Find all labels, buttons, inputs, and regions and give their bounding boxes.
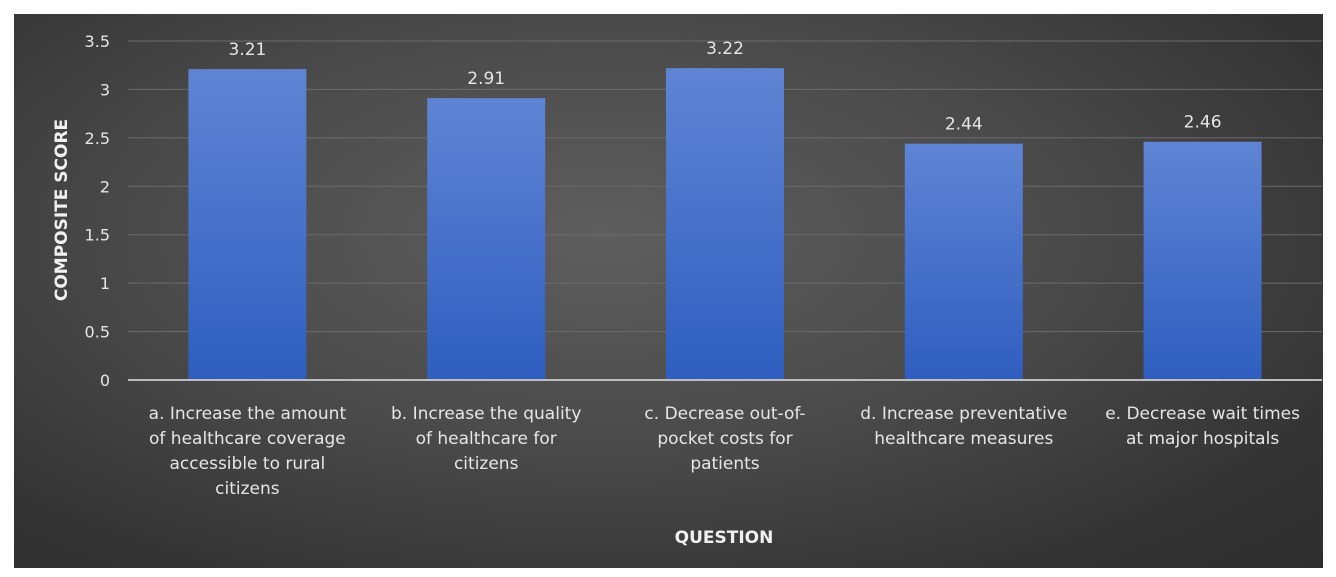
y-tick-label: 0 (100, 371, 110, 390)
y-tick-label: 1 (100, 274, 110, 293)
x-axis-title: QUESTION (675, 528, 774, 548)
data-label: 2.91 (467, 69, 505, 89)
data-label: 2.46 (1184, 113, 1222, 133)
y-tick-label: 2.5 (85, 129, 110, 148)
bar (1143, 141, 1262, 380)
y-axis-title: COMPOSITE SCORE (52, 119, 72, 301)
data-label: 3.22 (706, 39, 744, 59)
x-category-label: b. Increase the quality of healthcare for… (391, 404, 581, 474)
y-tick-label: 3 (100, 80, 110, 99)
data-label: 3.21 (228, 40, 266, 60)
bar (904, 143, 1023, 380)
y-tick-label: 0.5 (85, 323, 110, 342)
data-labels: 3.21 2.91 3.22 2.44 2.46 (228, 39, 1221, 135)
data-label: 2.44 (945, 115, 983, 135)
y-tick-label: 3.5 (85, 32, 110, 51)
bar (188, 69, 307, 381)
bar (666, 68, 784, 381)
x-category-label: c. Decrease out-of-pocket costs for patie… (644, 404, 805, 474)
x-category-label: e. Decrease wait times at major hospitals (1105, 404, 1300, 449)
x-category-label: a. Increase the amount of healthcare cove… (149, 404, 347, 499)
bars (188, 68, 1262, 381)
x-category-label: d. Increase preventative healthcare measu… (860, 404, 1067, 449)
y-axis-ticks: 0 0.5 1 1.5 2 2.5 3 3.5 (85, 32, 110, 390)
x-axis-categories: a. Increase the amount of healthcare cove… (149, 404, 1300, 499)
y-tick-label: 2 (100, 177, 110, 196)
y-tick-label: 1.5 (85, 226, 110, 245)
bar (427, 98, 546, 380)
